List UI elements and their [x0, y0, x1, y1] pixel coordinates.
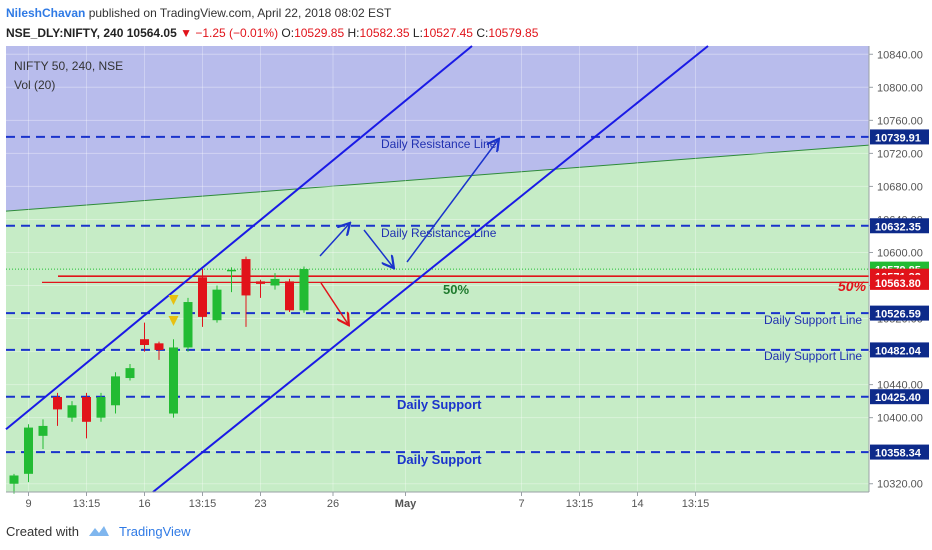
daily-support-label[interactable]: Daily Support: [397, 397, 482, 412]
candle[interactable]: [241, 259, 251, 296]
price-tick-label: 10800.00: [877, 82, 923, 94]
price-badge[interactable]: [870, 342, 929, 358]
open-label: O:: [281, 26, 295, 40]
symbol-info: NSE_DLY:NIFTY, 240 10564.05 ▼ −1.25 (−0.…: [6, 26, 538, 40]
candle[interactable]: [154, 343, 164, 350]
open-value: 10529.85: [294, 26, 345, 40]
low-value: 10527.45: [422, 26, 473, 40]
price-tick-label: 10320.00: [877, 479, 923, 491]
price-badge[interactable]: [870, 218, 929, 234]
price-badge-label: 10425.40: [875, 392, 921, 404]
candle[interactable]: [82, 397, 91, 422]
price-badge-label: 10632.35: [875, 221, 921, 233]
tradingview-brand[interactable]: TradingView: [118, 523, 191, 539]
time-tick-label: 26: [327, 498, 339, 510]
publish-info: NileshChavan published on TradingView.co…: [6, 6, 391, 20]
price-badge-label: 10563.80: [875, 278, 921, 290]
time-tick-label: 14: [631, 498, 643, 510]
price-badge[interactable]: [870, 444, 929, 460]
daily-support-line-label[interactable]: Daily Support Line: [764, 313, 862, 327]
published-text: published on TradingView.com, April 22, …: [88, 6, 392, 20]
footer: Created with TradingView: [6, 523, 191, 539]
resistance-zone: [6, 46, 869, 212]
projection-arrow-down[interactable]: [320, 282, 348, 324]
price-badge-label: 10739.91: [875, 132, 921, 144]
time-tick-label: 16: [138, 498, 150, 510]
projection-arrow[interactable]: [406, 140, 498, 263]
candle[interactable]: [53, 397, 62, 410]
candle[interactable]: [67, 405, 77, 418]
candle[interactable]: [227, 269, 236, 272]
price-change: ▼ −1.25 (−0.01%): [180, 26, 279, 40]
price-badge[interactable]: [870, 389, 929, 405]
high-value: 10582.35: [359, 26, 410, 40]
high-label: H:: [347, 26, 360, 40]
close-label: C:: [476, 26, 489, 40]
symbol-label[interactable]: NSE_DLY:NIFTY, 240: [6, 26, 124, 40]
candle[interactable]: [270, 278, 280, 286]
fib-label[interactable]: 50%: [838, 278, 867, 294]
candle[interactable]: [256, 281, 265, 284]
daily-support-label[interactable]: Daily Support: [397, 452, 482, 467]
price-tick-label: 10720.00: [877, 148, 923, 160]
price-tick-label: 10600.00: [877, 247, 923, 259]
candle[interactable]: [299, 269, 309, 311]
price-tick-label: 10680.00: [877, 181, 923, 193]
time-tick-label: 9: [25, 498, 31, 510]
created-with-text: Created with: [6, 523, 79, 539]
price-badge-label: 10482.04: [875, 345, 922, 357]
price-tick-label: 10840.00: [877, 49, 923, 61]
series-legend[interactable]: NIFTY 50, 240, NSE: [14, 59, 123, 73]
daily-resistance-label[interactable]: Daily Resistance Line: [381, 226, 497, 240]
price-tick-label: 10440.00: [877, 380, 923, 392]
price-badge[interactable]: [870, 274, 929, 290]
price-tick-label: 10760.00: [877, 115, 923, 127]
time-tick-label: May: [395, 498, 417, 510]
price-badge[interactable]: [870, 129, 929, 145]
last-price: 10564.05: [126, 26, 177, 40]
time-tick-label: 13:15: [566, 498, 594, 510]
candle[interactable]: [169, 347, 178, 414]
candle[interactable]: [198, 277, 207, 317]
trend-line[interactable]: [5, 144, 870, 212]
channel-upper-line[interactable]: [5, 45, 473, 431]
projection-arrow[interactable]: [319, 224, 349, 257]
time-tick-label: 7: [518, 498, 524, 510]
time-tick-label: 13:15: [682, 498, 710, 510]
price-badge-label: 10358.34: [875, 448, 922, 460]
time-tick-label: 23: [254, 498, 266, 510]
candle[interactable]: [38, 425, 48, 436]
projection-arrow[interactable]: [363, 229, 393, 267]
candle[interactable]: [183, 302, 193, 348]
candle[interactable]: [125, 368, 135, 379]
signal-triangle-icon: [168, 316, 179, 326]
price-badge[interactable]: [870, 305, 929, 321]
daily-resistance-label[interactable]: Daily Resistance Line: [381, 137, 497, 151]
time-tick-label: 13:15: [73, 498, 101, 510]
candle[interactable]: [111, 376, 120, 406]
candle[interactable]: [9, 475, 19, 484]
price-tick-label: 10400.00: [877, 413, 923, 425]
tradingview-logo-icon: [88, 526, 109, 536]
time-tick-label: 13:15: [189, 498, 217, 510]
author-name[interactable]: NileshChavan: [6, 6, 86, 20]
fib-label[interactable]: 50%: [443, 282, 469, 297]
candle[interactable]: [24, 427, 33, 474]
close-value: 10579.85: [488, 26, 539, 40]
candle[interactable]: [96, 397, 106, 418]
daily-support-line-label[interactable]: Daily Support Line: [764, 349, 862, 363]
candle[interactable]: [140, 339, 149, 345]
price-badge-label: 10526.59: [875, 309, 921, 321]
candle[interactable]: [285, 281, 294, 311]
volume-legend[interactable]: Vol (20): [14, 78, 55, 92]
candle[interactable]: [212, 289, 222, 321]
channel-lower-line[interactable]: [152, 45, 709, 493]
signal-triangle-icon: [168, 295, 179, 305]
low-label: L:: [412, 26, 423, 40]
